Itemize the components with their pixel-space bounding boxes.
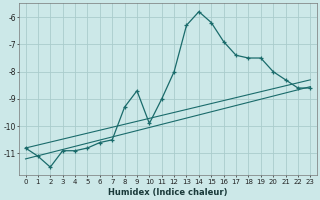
X-axis label: Humidex (Indice chaleur): Humidex (Indice chaleur) [108, 188, 228, 197]
